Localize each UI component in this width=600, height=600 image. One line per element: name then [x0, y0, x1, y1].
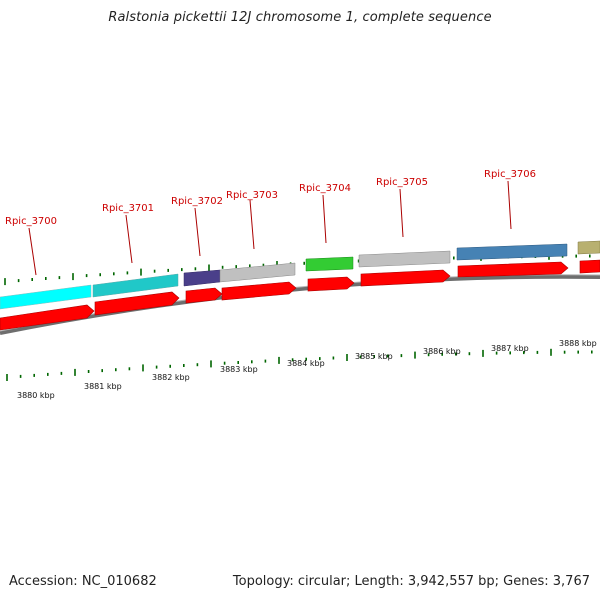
feature-bar-rpic-3705[interactable]	[358, 250, 451, 268]
feature-bar-rpic-3704[interactable]	[305, 256, 354, 272]
gene-label-rpic-3706[interactable]: Rpic_3706	[484, 169, 536, 180]
kbp-label-3886: 3886 kbp	[423, 347, 461, 356]
leader-rpic-3706	[507, 180, 512, 230]
cds-arrow-rpic-3702[interactable]	[185, 287, 223, 304]
leader-rpic-3705	[399, 188, 404, 238]
leader-rpic-3704	[322, 194, 327, 244]
kbp-label-3882: 3882 kbp	[152, 373, 190, 382]
feature-track	[0, 240, 600, 310]
feature-bar-rpic-3700[interactable]	[0, 284, 92, 310]
kbp-label-3887: 3887 kbp	[491, 344, 529, 353]
feature-bar-rpic-3701[interactable]	[92, 273, 179, 298]
kbp-label-3884: 3884 kbp	[287, 359, 325, 368]
cds-arrow-rpic-3701[interactable]	[94, 291, 180, 316]
feature-bar-partial[interactable]	[577, 240, 600, 255]
kbp-label-3880: 3880 kbp	[17, 391, 55, 400]
kbp-label-3888: 3888 kbp	[559, 339, 597, 348]
gene-label-rpic-3704[interactable]: Rpic_3704	[299, 183, 351, 194]
leader-rpic-3702	[194, 207, 201, 257]
chromosome-backbone-highlight	[0, 274, 600, 332]
feature-bar-rpic-3703[interactable]	[219, 262, 296, 283]
kbp-label-3885: 3885 kbp	[355, 352, 393, 361]
leader-rpic-3700	[28, 227, 37, 276]
gene-label-rpic-3703[interactable]: Rpic_3703	[226, 190, 278, 201]
lower-tick-marks	[6, 348, 593, 381]
kbp-label-3881: 3881 kbp	[84, 382, 122, 391]
topology-summary: Topology: circular; Length: 3,942,557 bp…	[232, 574, 590, 589]
gene-label-rpic-3701[interactable]: Rpic_3701	[102, 203, 154, 214]
label-leaders	[28, 180, 512, 276]
map-title: Ralstonia pickettii 12J chromosome 1, co…	[108, 10, 492, 25]
gene-labels: Rpic_3700 Rpic_3701 Rpic_3702 Rpic_3703 …	[5, 169, 536, 227]
cds-arrow-rpic-3706[interactable]	[457, 261, 569, 278]
cds-arrow-rpic-3705[interactable]	[360, 269, 451, 287]
feature-bar-rpic-3706[interactable]	[456, 243, 568, 261]
gene-label-rpic-3705[interactable]: Rpic_3705	[376, 177, 428, 188]
cds-arrow-rpic-3700[interactable]	[0, 304, 95, 331]
accession-text: Accession: NC_010682	[9, 574, 157, 589]
cds-arrow-rpic-3703[interactable]	[221, 281, 297, 301]
gene-label-rpic-3702[interactable]: Rpic_3702	[171, 196, 223, 207]
kbp-labels: 3880 kbp 3881 kbp 3882 kbp 3883 kbp 3884…	[17, 339, 597, 400]
cds-track	[0, 259, 600, 331]
feature-bar-rpic-3702[interactable]	[183, 269, 221, 287]
kbp-label-3883: 3883 kbp	[220, 365, 258, 374]
cds-arrow-rpic-3704[interactable]	[307, 276, 355, 292]
gene-label-rpic-3700[interactable]: Rpic_3700	[5, 216, 57, 227]
cds-arrow-partial[interactable]	[579, 259, 600, 274]
leader-rpic-3703	[249, 199, 255, 250]
leader-rpic-3701	[125, 214, 133, 264]
